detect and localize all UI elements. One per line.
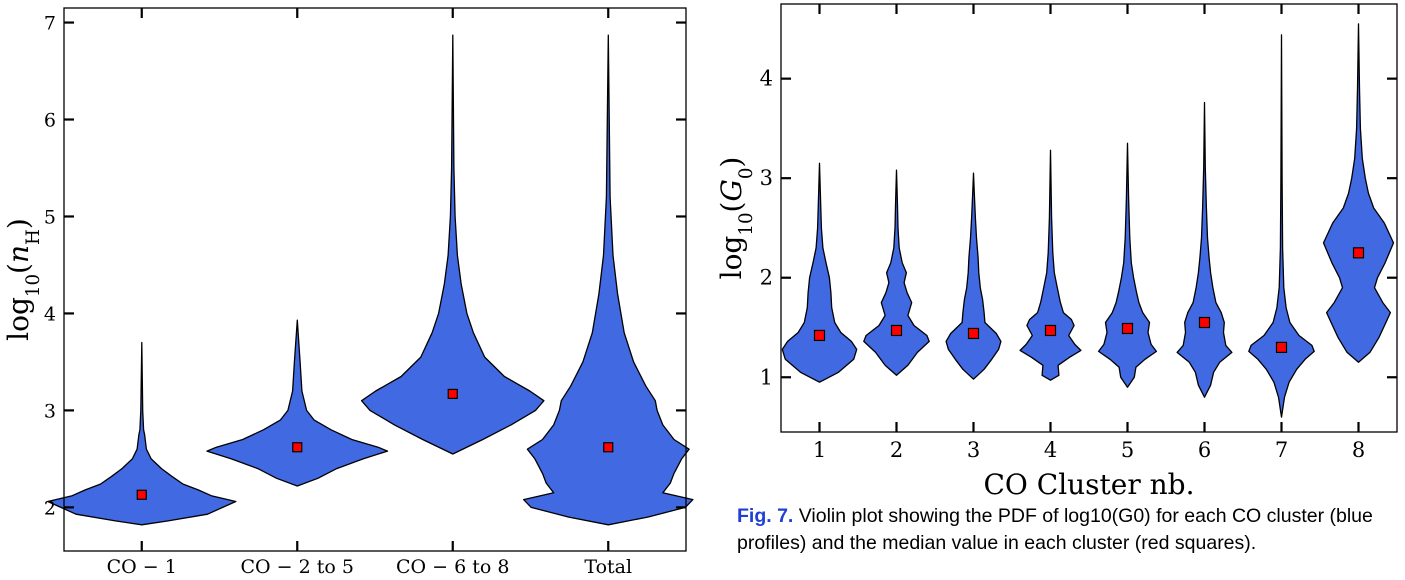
nh-violin-chart: 2 3 4 5 6 7 CO − 1 CO − 2 to 5 CO − 6 to 8 Total l… xyxy=(2,7,694,578)
ytick-label: 2 xyxy=(760,266,773,290)
median-marker-3 xyxy=(967,327,980,340)
plot-frame xyxy=(63,7,687,552)
ytick-label: 4 xyxy=(760,67,773,91)
median-marker-4 xyxy=(1044,324,1057,337)
median-marker-3 xyxy=(447,388,458,400)
y-axis-label: log10(nH) xyxy=(2,218,44,341)
xtick-label: CO − 6 to 8 xyxy=(396,556,509,578)
median-marker-7 xyxy=(1275,341,1288,353)
median-marker-1 xyxy=(813,329,826,342)
figure-caption: Fig. 7. Violin plot showing the PDF of l… xyxy=(737,503,1399,557)
xtick-label: CO − 1 xyxy=(107,556,177,578)
violin-2 xyxy=(206,319,389,487)
ytick-label: 4 xyxy=(44,303,56,325)
ytick-label: 5 xyxy=(44,206,56,228)
violin-5 xyxy=(1097,142,1158,388)
xtick-label: 8 xyxy=(1352,438,1365,462)
median-marker-1 xyxy=(136,489,147,500)
xtick-label: 7 xyxy=(1275,438,1288,462)
violin-1 xyxy=(47,341,237,526)
y-axis-label: log10(G0) xyxy=(715,157,757,280)
xtick-label: 2 xyxy=(890,438,903,462)
ytick-label: 6 xyxy=(44,110,56,132)
median-marker-8 xyxy=(1352,247,1365,259)
xtick-label: Total xyxy=(584,556,632,578)
median-marker-2 xyxy=(890,324,903,337)
x-axis-label: CO Cluster nb. xyxy=(983,468,1194,501)
violin-4 xyxy=(1019,149,1082,381)
ytick-label: 7 xyxy=(44,13,56,35)
xtick-label: 1 xyxy=(813,438,826,462)
caption-text: Violin plot showing the PDF of log10(G0)… xyxy=(737,505,1373,554)
ytick-label: 2 xyxy=(44,497,56,519)
median-marker-4 xyxy=(603,442,614,453)
xtick-label: 3 xyxy=(967,438,980,462)
g0-violin-chart: 1 2 3 4 1 2 3 4 5 6 7 8 log10(G0) CO Cluster nb. xyxy=(715,3,1398,501)
violin-3 xyxy=(360,34,545,455)
ytick-label: 3 xyxy=(760,166,773,190)
violin-4 xyxy=(522,34,694,526)
violin-6 xyxy=(1176,101,1233,398)
violin-2 xyxy=(863,169,930,376)
violin-7 xyxy=(1248,34,1315,418)
caption-figref[interactable]: Fig. 7. xyxy=(737,505,794,527)
plot-frame xyxy=(780,3,1398,433)
xtick-label: 6 xyxy=(1198,438,1211,462)
median-marker-2 xyxy=(292,442,303,453)
violin-3 xyxy=(945,172,1002,380)
median-marker-5 xyxy=(1121,322,1134,335)
ytick-label: 1 xyxy=(760,365,773,389)
xtick-label: 5 xyxy=(1121,438,1134,462)
violin-8 xyxy=(1322,23,1395,363)
xtick-label: 4 xyxy=(1044,438,1057,462)
violin-1 xyxy=(781,162,858,383)
median-marker-6 xyxy=(1198,316,1211,329)
ytick-label: 3 xyxy=(44,400,56,422)
xtick-label: CO − 2 to 5 xyxy=(241,556,354,578)
